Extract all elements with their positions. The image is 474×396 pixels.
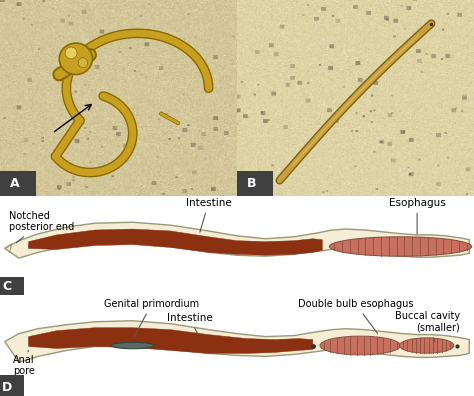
Text: A: A: [9, 177, 19, 190]
Polygon shape: [28, 328, 313, 353]
Text: Esophagus: Esophagus: [389, 198, 446, 234]
Text: Double bulb esophagus: Double bulb esophagus: [298, 299, 413, 333]
Text: Intestine: Intestine: [186, 198, 231, 232]
FancyBboxPatch shape: [237, 171, 273, 196]
Text: D: D: [2, 381, 13, 394]
FancyBboxPatch shape: [0, 171, 36, 196]
Ellipse shape: [329, 237, 472, 256]
Ellipse shape: [111, 342, 154, 349]
Ellipse shape: [320, 336, 401, 355]
Polygon shape: [5, 321, 469, 362]
FancyBboxPatch shape: [0, 375, 24, 396]
Text: Buccal cavity
(smaller): Buccal cavity (smaller): [395, 311, 460, 342]
Text: Notched
posterior end: Notched posterior end: [9, 211, 75, 243]
Polygon shape: [5, 222, 469, 258]
Text: B: B: [246, 177, 256, 190]
Ellipse shape: [78, 58, 88, 68]
Ellipse shape: [59, 43, 92, 74]
FancyBboxPatch shape: [0, 276, 24, 296]
Text: C: C: [2, 280, 11, 293]
Ellipse shape: [399, 338, 454, 353]
Ellipse shape: [65, 47, 77, 59]
Text: Anal
pore: Anal pore: [13, 350, 35, 376]
Polygon shape: [28, 229, 322, 255]
Text: Intestine: Intestine: [167, 313, 212, 334]
Text: Genital primordium: Genital primordium: [104, 299, 199, 337]
